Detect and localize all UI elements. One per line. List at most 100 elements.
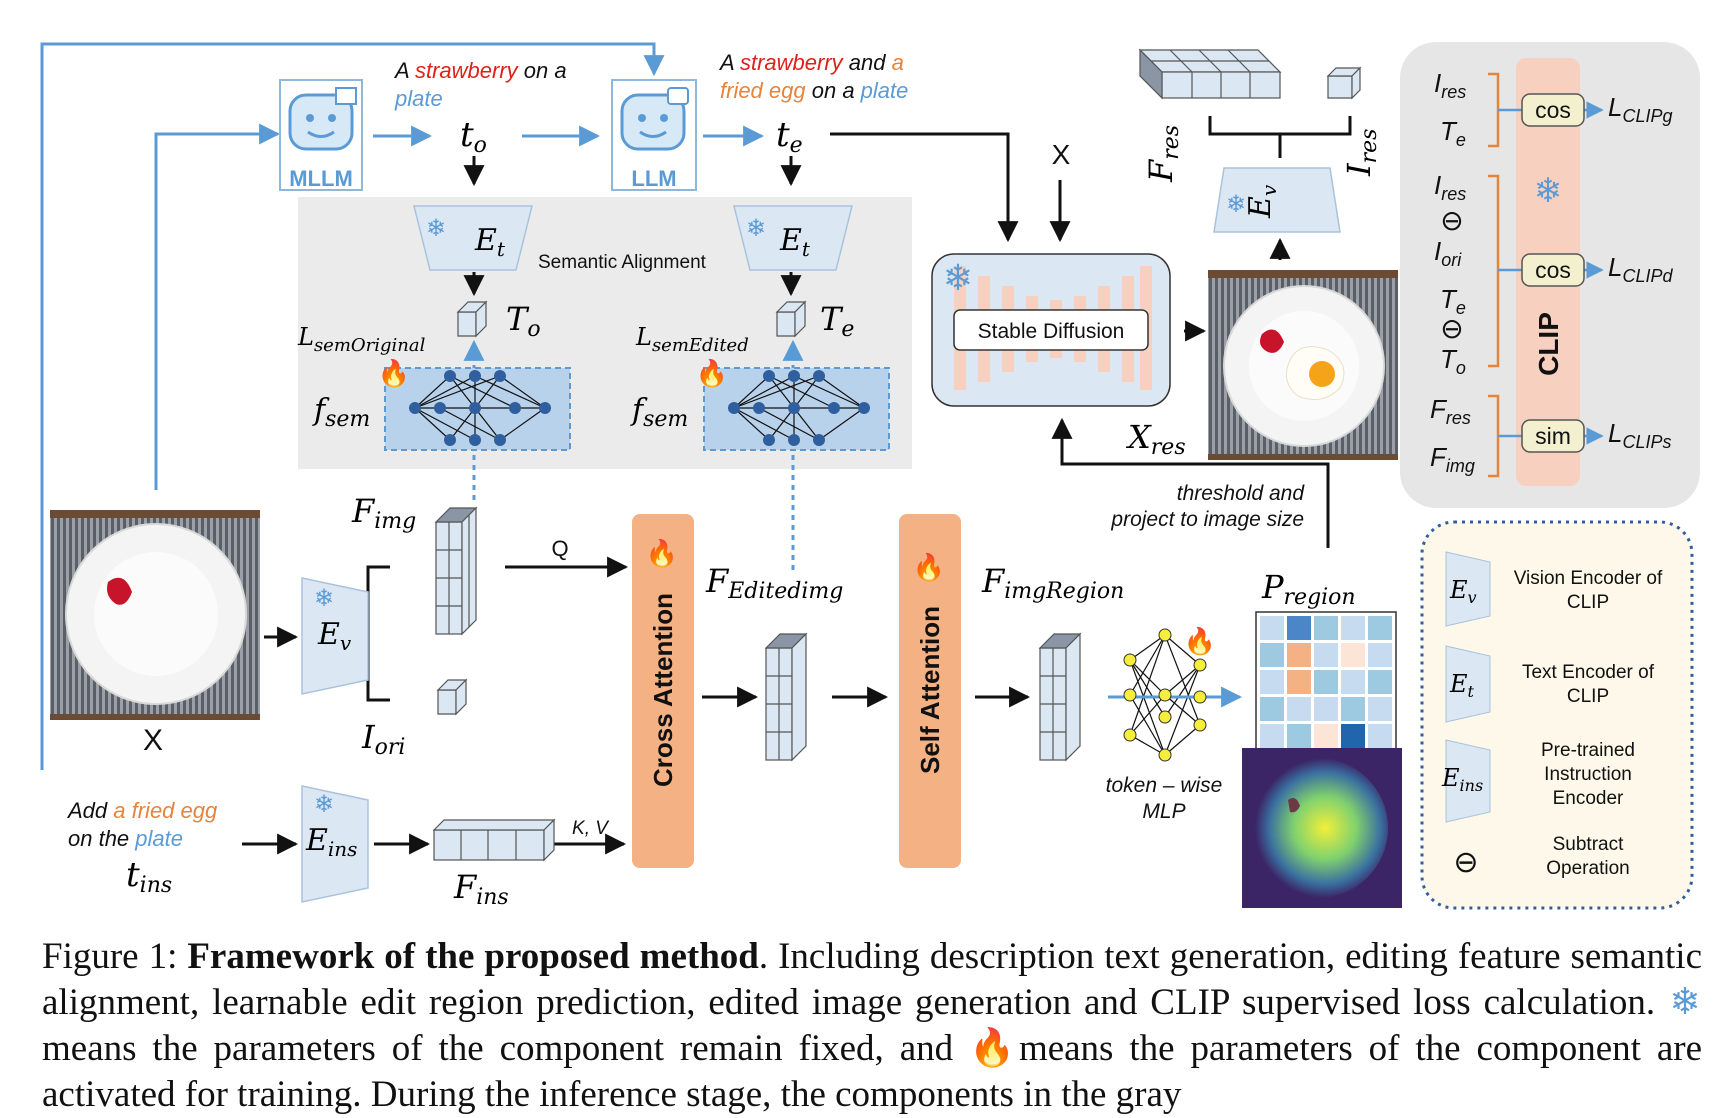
p-region-grid bbox=[1255, 611, 1397, 753]
snowflake-icon: ❄ bbox=[746, 215, 766, 242]
caption-part2: means the parameters of the component re… bbox=[42, 1028, 970, 1069]
fire-icon: 🔥 bbox=[1184, 626, 1216, 656]
original-prompt-plate: plate bbox=[394, 86, 443, 111]
I-ori-label: Iori bbox=[361, 718, 405, 760]
region-cell bbox=[1260, 724, 1284, 748]
region-cell bbox=[1368, 643, 1392, 667]
figure-caption: Figure 1: Framework of the proposed meth… bbox=[42, 934, 1702, 1118]
snowflake-icon: ❄ bbox=[426, 215, 446, 242]
i-res-cube bbox=[1326, 66, 1362, 100]
edited-prompt: A strawberry and a bbox=[718, 50, 904, 75]
edit-region-heatmap bbox=[1242, 748, 1402, 908]
F-ins-label: Fins bbox=[453, 868, 509, 910]
original-prompt: A strawberry on a bbox=[393, 58, 567, 83]
subtract-icon: ⊖ bbox=[1440, 313, 1463, 344]
token-cube-to bbox=[456, 300, 488, 338]
result-image bbox=[1208, 270, 1398, 460]
vision-encoder-input: ❄ Ev bbox=[301, 577, 369, 695]
text-encoder-edited: ❄ Et bbox=[733, 205, 853, 271]
region-cell bbox=[1287, 643, 1311, 667]
region-cell bbox=[1368, 724, 1392, 748]
instruction-encoder: ❄ Eins bbox=[301, 785, 369, 903]
subtract-icon: ⊖ bbox=[1440, 205, 1463, 236]
region-cell bbox=[1287, 697, 1311, 721]
region-cell bbox=[1260, 643, 1284, 667]
caption-part1: . Including description text generation,… bbox=[42, 936, 1702, 1023]
f-sem-label-original: fsem bbox=[312, 393, 370, 432]
q-label: Q bbox=[551, 536, 568, 561]
cos-label-2: cos bbox=[1535, 257, 1571, 283]
fire-icon: 🔥 bbox=[378, 358, 410, 388]
f-editedimg-stack bbox=[764, 632, 808, 762]
semantic-alignment-label: Semantic Alignment bbox=[538, 252, 707, 273]
fire-icon: 🔥 bbox=[696, 358, 728, 388]
mllm-robot-icon: MLLM bbox=[279, 79, 363, 191]
f-imgregion-stack bbox=[1038, 632, 1082, 762]
fire-icon: 🔥 bbox=[646, 538, 678, 568]
region-cell bbox=[1341, 616, 1365, 640]
legend-et-1: Text Encoder of bbox=[1522, 662, 1655, 683]
legend-eins-2: Instruction bbox=[1544, 764, 1632, 785]
fire-icon: 🔥 bbox=[969, 1028, 1016, 1069]
token-wise-mlp: 🔥 bbox=[1108, 626, 1243, 762]
framework-diagram: Semantic Alignment MLLM LLM A strawberry… bbox=[40, 42, 1700, 910]
F-editedimg-label: FEditedimg bbox=[705, 562, 843, 604]
stable-diffusion-block: ❄ Stable Diffusion bbox=[931, 253, 1171, 407]
svg-text:Self Attention: Self Attention bbox=[915, 606, 945, 774]
fsem-network-edited: 🔥 bbox=[696, 358, 890, 451]
f-img-feature-stack bbox=[434, 506, 478, 636]
input-image bbox=[50, 510, 260, 720]
region-cell bbox=[1314, 724, 1338, 748]
fsem-network-original: 🔥 bbox=[378, 358, 571, 451]
cross-attention-block: 🔥 Cross Attention bbox=[632, 514, 694, 868]
edited-prompt-line2: fried egg on a plate bbox=[720, 78, 908, 103]
legend-ev-2: CLIP bbox=[1567, 592, 1609, 613]
svg-text:Stable Diffusion: Stable Diffusion bbox=[978, 320, 1125, 343]
caption-bold: Framework of the proposed method bbox=[187, 936, 759, 977]
self-attention-block: 🔥 Self Attention bbox=[899, 514, 961, 868]
t-o-label: to bbox=[460, 115, 487, 158]
blue-connection-lines bbox=[40, 42, 765, 770]
legend-eins-1: Pre-trained bbox=[1541, 740, 1635, 761]
region-cell bbox=[1314, 616, 1338, 640]
region-cell bbox=[1287, 670, 1311, 694]
region-cell bbox=[1314, 697, 1338, 721]
token-cube-te bbox=[775, 300, 807, 338]
region-cell bbox=[1341, 670, 1365, 694]
i-ori-cube bbox=[436, 678, 468, 716]
kv-label: K, V bbox=[572, 818, 610, 839]
caption-prefix: Figure 1: bbox=[42, 936, 188, 977]
token-mlp-label-2: MLP bbox=[1142, 800, 1185, 823]
threshold-text: threshold and bbox=[1177, 482, 1306, 505]
legend-eins-3: Encoder bbox=[1553, 788, 1624, 809]
I-res-label: Ires bbox=[1340, 129, 1382, 177]
t-e-label: te bbox=[776, 115, 803, 158]
snowflake-icon: ❄ bbox=[1226, 191, 1246, 218]
token-mlp-label: token – wise bbox=[1106, 774, 1223, 797]
region-cell bbox=[1341, 697, 1365, 721]
instruction-text: Add a fried egg bbox=[66, 798, 218, 823]
fire-icon: 🔥 bbox=[913, 552, 945, 582]
llm-label: LLM bbox=[631, 166, 676, 191]
region-cell bbox=[1368, 616, 1392, 640]
cos-label-1: cos bbox=[1535, 97, 1571, 123]
legend-sub-2: Operation bbox=[1546, 858, 1629, 879]
P-region-label: Pregion bbox=[1261, 568, 1356, 610]
region-cell bbox=[1341, 724, 1365, 748]
legend-et-2: CLIP bbox=[1567, 686, 1609, 707]
region-cell bbox=[1260, 697, 1284, 721]
X-res-label: Xres bbox=[1125, 418, 1186, 460]
llm-robot-icon: LLM bbox=[611, 79, 697, 191]
f-ins-token-row bbox=[432, 818, 556, 862]
legend-sub-1: Subtract bbox=[1553, 834, 1624, 855]
snowflake-icon: ❄ bbox=[314, 791, 334, 818]
region-cell bbox=[1314, 670, 1338, 694]
result-feature-bracket bbox=[1208, 116, 1352, 158]
snowflake-icon: ❄ bbox=[1669, 982, 1701, 1023]
region-cell bbox=[1287, 616, 1311, 640]
svg-text:Cross Attention: Cross Attention bbox=[648, 593, 678, 787]
legend-ev-1: Vision Encoder of bbox=[1514, 568, 1663, 589]
x-input-label: X bbox=[143, 724, 163, 757]
x-top-label: X bbox=[1052, 139, 1071, 170]
F-res-label: Fres bbox=[1142, 125, 1184, 183]
